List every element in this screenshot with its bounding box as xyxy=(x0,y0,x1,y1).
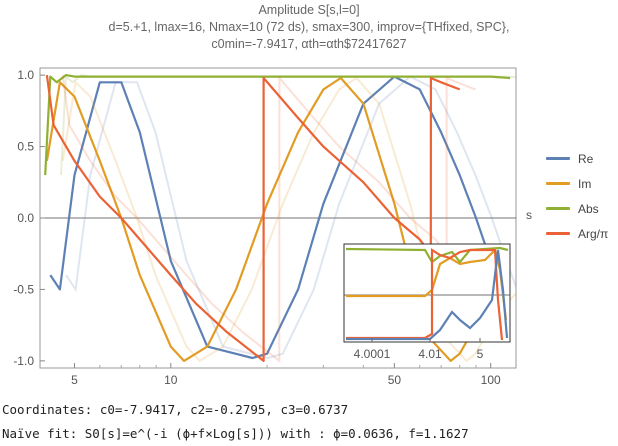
series-line-abs xyxy=(44,73,511,176)
x-axis-label: s xyxy=(526,208,532,222)
legend-label-re: Re xyxy=(578,151,594,166)
legend-label-abs: Abs xyxy=(578,201,599,216)
series-line-re xyxy=(49,75,505,360)
legend-swatch-arg xyxy=(546,232,570,235)
x-tick-label-1: 10 xyxy=(164,373,178,387)
y-tick-label-1: 0.5 xyxy=(17,140,34,154)
coordinates-readout: Coordinates: c0=-7.9417, c2=-0.2795, c3=… xyxy=(2,402,349,417)
x-tick-label-2: 50 xyxy=(388,373,402,387)
series-line-im xyxy=(45,76,505,362)
series-ghost-abs xyxy=(60,74,516,176)
chart-title: Amplitude S[s,l=0] xyxy=(258,3,360,17)
inset-x-tick-label-2: 5 xyxy=(477,347,484,361)
y-tick-label-4: -1.0 xyxy=(13,354,34,368)
amplitude-chart: 1.0 0.5 0.0 -0.5 -1.0 5 10 50 100 4.0001 4.01 5 xyxy=(13,67,517,387)
series-ghost-im xyxy=(61,76,516,363)
inset-abs xyxy=(345,246,509,264)
legend-swatch-re xyxy=(546,157,570,160)
y-tick-label-0: 1.0 xyxy=(17,68,34,82)
y-tick-label-3: -0.5 xyxy=(13,282,34,296)
legend-item-re: Re xyxy=(546,146,608,171)
legend: Re Im Abs Arg/π xyxy=(546,146,608,246)
legend-label-im: Im xyxy=(578,176,592,191)
legend-swatch-im xyxy=(546,182,570,185)
naive-fit-readout: Naïve fit: S0[s]=e^(-i (ϕ+f×Log[s])) wit… xyxy=(2,426,469,441)
y-tick-label-2: 0.0 xyxy=(17,211,34,225)
legend-item-abs: Abs xyxy=(546,196,608,221)
x-tick-label-0: 5 xyxy=(71,373,78,387)
inset-x-tick-label-1: 4.01 xyxy=(418,347,442,361)
chart-subtitle-c0: c0min=-7.9417, αth=αth$72417627 xyxy=(211,37,407,51)
inset-re xyxy=(346,249,509,341)
legend-label-arg: Arg/π xyxy=(578,226,609,241)
legend-swatch-abs xyxy=(546,207,570,210)
chart-title-block: Amplitude S[s,l=0] d=5.+1, lmax=16, Nmax… xyxy=(0,2,618,53)
legend-item-im: Im xyxy=(546,171,608,196)
x-tick-label-3: 100 xyxy=(481,373,501,387)
chart-subtitle-params: d=5.+1, lmax=16, Nmax=10 (72 ds), smax=3… xyxy=(108,20,510,34)
inset-x-tick-label-0: 4.0001 xyxy=(354,347,391,361)
legend-item-arg: Arg/π xyxy=(546,221,608,246)
inset-arg xyxy=(346,248,504,341)
